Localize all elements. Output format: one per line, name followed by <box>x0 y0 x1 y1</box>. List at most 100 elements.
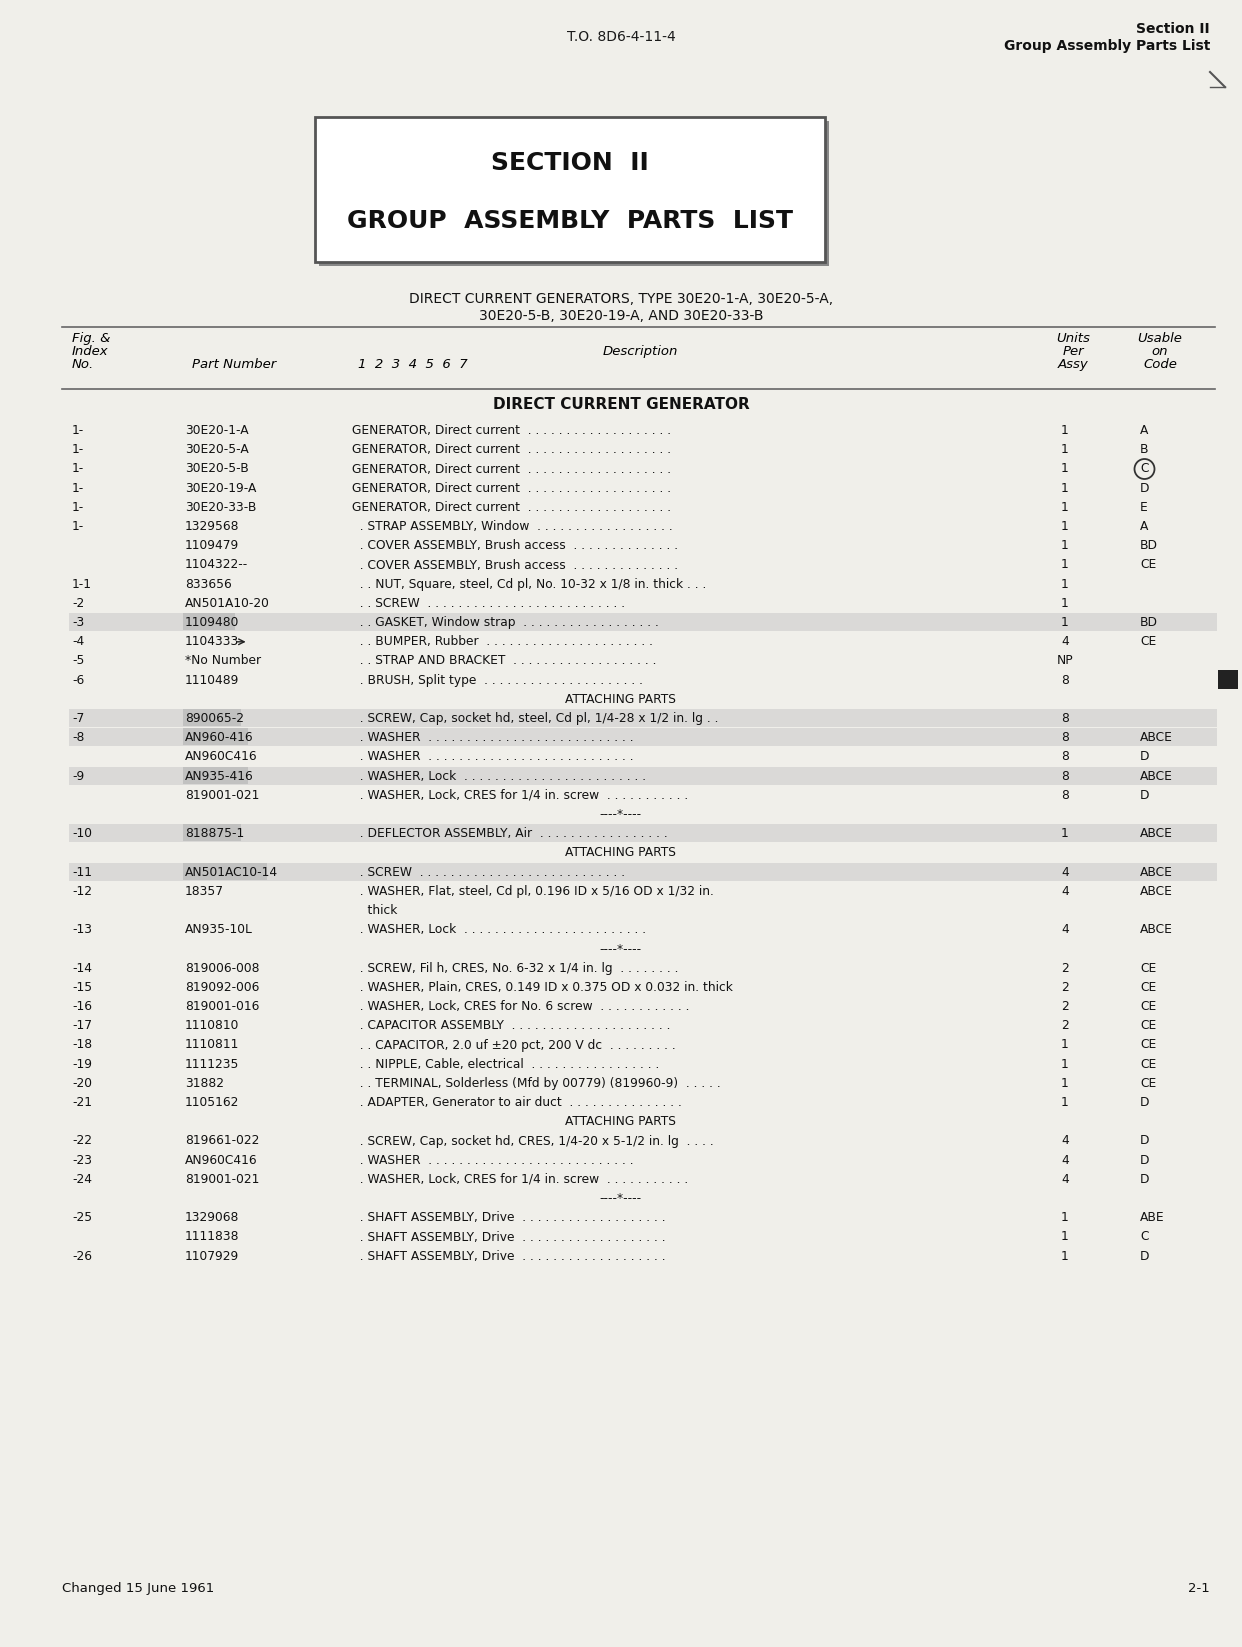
Text: -2: -2 <box>72 596 84 609</box>
Text: 4: 4 <box>1061 1173 1069 1186</box>
Text: -16: -16 <box>72 1000 92 1013</box>
Text: . . BUMPER, Rubber  . . . . . . . . . . . . . . . . . . . . . .: . . BUMPER, Rubber . . . . . . . . . . .… <box>351 636 653 649</box>
Text: D: D <box>1140 1153 1150 1166</box>
Text: 4: 4 <box>1061 884 1069 898</box>
Text: 890065-2: 890065-2 <box>185 712 243 725</box>
Text: GENERATOR, Direct current  . . . . . . . . . . . . . . . . . . .: GENERATOR, Direct current . . . . . . . … <box>351 423 671 436</box>
Text: CE: CE <box>1140 1000 1156 1013</box>
Text: ----*----: ----*---- <box>599 809 641 822</box>
Text: -18: -18 <box>72 1039 92 1051</box>
Text: 833656: 833656 <box>185 578 232 591</box>
Bar <box>183 766 247 784</box>
Text: D: D <box>1140 1135 1150 1148</box>
Text: Section II: Section II <box>1136 21 1210 36</box>
Text: . WASHER, Lock  . . . . . . . . . . . . . . . . . . . . . . . .: . WASHER, Lock . . . . . . . . . . . . .… <box>351 924 646 935</box>
Text: 8: 8 <box>1061 751 1069 764</box>
Text: C: C <box>1140 463 1149 476</box>
Text: -22: -22 <box>72 1135 92 1148</box>
Text: . SHAFT ASSEMBLY, Drive  . . . . . . . . . . . . . . . . . . .: . SHAFT ASSEMBLY, Drive . . . . . . . . … <box>351 1211 666 1224</box>
Text: . WASHER, Flat, steel, Cd pl, 0.196 ID x 5/16 OD x 1/32 in.: . WASHER, Flat, steel, Cd pl, 0.196 ID x… <box>351 884 714 898</box>
Text: 1109479: 1109479 <box>185 539 240 552</box>
Text: AN960C416: AN960C416 <box>185 751 257 764</box>
Text: 2: 2 <box>1061 1000 1069 1013</box>
Text: -12: -12 <box>72 884 92 898</box>
Bar <box>315 117 825 262</box>
Text: 1: 1 <box>1061 1057 1069 1071</box>
Text: 1111235: 1111235 <box>185 1057 240 1071</box>
Text: 18357: 18357 <box>185 884 224 898</box>
Text: CE: CE <box>1140 962 1156 975</box>
Text: . . NUT, Square, steel, Cd pl, No. 10-32 x 1/8 in. thick . . .: . . NUT, Square, steel, Cd pl, No. 10-32… <box>351 578 707 591</box>
Bar <box>70 728 1217 746</box>
Text: A: A <box>1140 423 1149 436</box>
Text: 1111838: 1111838 <box>185 1230 240 1243</box>
Text: -11: -11 <box>72 866 92 879</box>
Bar <box>183 863 267 879</box>
Text: -5: -5 <box>72 654 84 667</box>
Text: GENERATOR, Direct current  . . . . . . . . . . . . . . . . . . .: GENERATOR, Direct current . . . . . . . … <box>351 443 671 456</box>
Text: 1-: 1- <box>72 481 84 494</box>
Text: . SHAFT ASSEMBLY, Drive  . . . . . . . . . . . . . . . . . . .: . SHAFT ASSEMBLY, Drive . . . . . . . . … <box>351 1230 666 1243</box>
Text: D: D <box>1140 1097 1150 1108</box>
Text: 1: 1 <box>1061 1230 1069 1243</box>
Text: 8: 8 <box>1061 731 1069 744</box>
Text: ABCE: ABCE <box>1140 731 1172 744</box>
Text: T.O. 8D6-4-11-4: T.O. 8D6-4-11-4 <box>566 30 676 44</box>
Text: 31882: 31882 <box>185 1077 224 1090</box>
Text: BD: BD <box>1140 539 1158 552</box>
Bar <box>183 728 247 746</box>
Bar <box>70 708 1217 728</box>
Text: AN501A10-20: AN501A10-20 <box>185 596 270 609</box>
Text: -4: -4 <box>72 636 84 649</box>
Text: -10: -10 <box>72 827 92 840</box>
Text: -17: -17 <box>72 1019 92 1033</box>
Text: . . STRAP AND BRACKET  . . . . . . . . . . . . . . . . . . .: . . STRAP AND BRACKET . . . . . . . . . … <box>351 654 657 667</box>
Text: . SCREW  . . . . . . . . . . . . . . . . . . . . . . . . . . .: . SCREW . . . . . . . . . . . . . . . . … <box>351 866 625 879</box>
Text: ABCE: ABCE <box>1140 884 1172 898</box>
Text: -23: -23 <box>72 1153 92 1166</box>
Text: 819661-022: 819661-022 <box>185 1135 260 1148</box>
Text: -8: -8 <box>72 731 84 744</box>
Text: CE: CE <box>1140 636 1156 649</box>
Text: 30E20-1-A: 30E20-1-A <box>185 423 248 436</box>
Text: . . TERMINAL, Solderless (Mfd by 00779) (819960-9)  . . . . .: . . TERMINAL, Solderless (Mfd by 00779) … <box>351 1077 720 1090</box>
Text: 1  2  3  4  5  6  7: 1 2 3 4 5 6 7 <box>358 357 468 371</box>
Text: CE: CE <box>1140 982 1156 993</box>
Bar <box>319 120 828 267</box>
Text: -7: -7 <box>72 712 84 725</box>
Text: . BRUSH, Split type  . . . . . . . . . . . . . . . . . . . . .: . BRUSH, Split type . . . . . . . . . . … <box>351 674 643 687</box>
Text: -6: -6 <box>72 674 84 687</box>
Text: 1107929: 1107929 <box>185 1250 240 1263</box>
Text: E: E <box>1140 501 1148 514</box>
Bar <box>183 613 235 631</box>
Text: Assy: Assy <box>1058 357 1088 371</box>
Text: -19: -19 <box>72 1057 92 1071</box>
Text: 1: 1 <box>1061 1097 1069 1108</box>
Text: D: D <box>1140 481 1150 494</box>
Text: -24: -24 <box>72 1173 92 1186</box>
Text: on: on <box>1151 344 1169 357</box>
Text: 8: 8 <box>1061 712 1069 725</box>
Text: ABE: ABE <box>1140 1211 1165 1224</box>
Text: GROUP  ASSEMBLY  PARTS  LIST: GROUP ASSEMBLY PARTS LIST <box>347 209 792 234</box>
Bar <box>183 824 241 842</box>
Text: 30E20-33-B: 30E20-33-B <box>185 501 256 514</box>
Text: *No Number: *No Number <box>185 654 261 667</box>
Text: CE: CE <box>1140 1077 1156 1090</box>
Text: B: B <box>1140 443 1149 456</box>
Text: Part Number: Part Number <box>193 357 276 371</box>
Text: SECTION  II: SECTION II <box>491 152 648 175</box>
Text: 1-: 1- <box>72 463 84 476</box>
Text: AN960-416: AN960-416 <box>185 731 253 744</box>
Text: -14: -14 <box>72 962 92 975</box>
Text: 819001-021: 819001-021 <box>185 789 260 802</box>
Text: 1329068: 1329068 <box>185 1211 240 1224</box>
Text: CE: CE <box>1140 1039 1156 1051</box>
Text: 819092-006: 819092-006 <box>185 982 260 993</box>
Text: CE: CE <box>1140 1057 1156 1071</box>
Text: 1104333: 1104333 <box>185 636 240 649</box>
Text: Units: Units <box>1056 333 1090 344</box>
Text: 8: 8 <box>1061 789 1069 802</box>
Text: -21: -21 <box>72 1097 92 1108</box>
Text: 1-: 1- <box>72 520 84 534</box>
